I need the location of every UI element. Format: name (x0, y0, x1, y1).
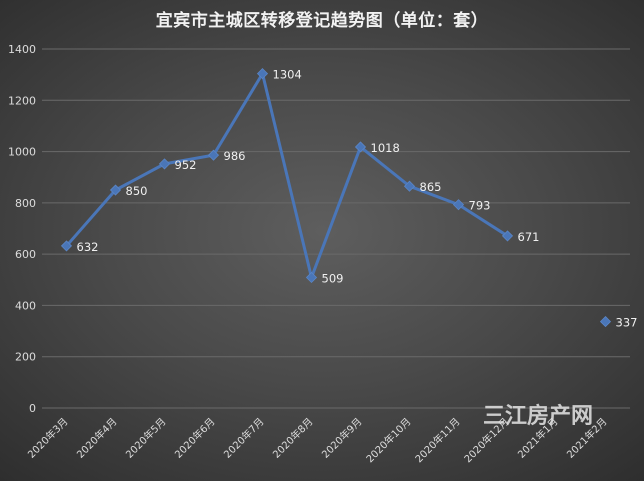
data-point-marker (599, 316, 612, 328)
series-line (65, 72, 509, 279)
y-tick-label: 600 (15, 248, 36, 261)
data-point-marker (207, 149, 220, 161)
watermark-logo: 三江房产网 (483, 404, 594, 429)
data-label: 1304 (273, 68, 302, 82)
y-tick-label: 1200 (8, 94, 36, 107)
y-tick-label: 1400 (8, 43, 36, 56)
y-tick-label: 800 (15, 197, 36, 210)
x-tick-label: 2020年4月 (74, 415, 120, 461)
data-label: 865 (420, 180, 442, 194)
y-tick-label: 400 (15, 299, 36, 312)
data-label: 632 (77, 240, 99, 254)
x-tick-label: 2020年10月 (363, 415, 413, 465)
x-tick-label: 2020年5月 (123, 415, 169, 461)
data-label: 986 (224, 149, 246, 163)
data-point-marker (452, 199, 465, 211)
x-tick-label: 2020年3月 (25, 415, 71, 461)
data-point-marker (109, 184, 122, 196)
data-point-marker (501, 230, 514, 242)
x-tick-label: 2020年9月 (319, 415, 365, 461)
chart-title: 宜宾市主城区转移登记趋势图（单位：套） (155, 11, 489, 31)
data-point-marker (305, 271, 318, 284)
x-tick-label: 2020年7月 (221, 415, 267, 461)
data-point-marker (354, 141, 367, 153)
data-label: 509 (322, 271, 344, 285)
x-tick-label: 2020年11月 (412, 415, 462, 465)
y-tick-label: 1000 (8, 146, 36, 159)
data-point-marker (60, 240, 73, 252)
data-label: 793 (469, 199, 491, 213)
data-label: 671 (518, 230, 540, 244)
y-tick-label: 0 (29, 402, 36, 415)
data-point-marker (403, 180, 416, 192)
data-label: 952 (175, 158, 197, 172)
data-point-marker (256, 68, 269, 80)
x-tick-label: 2020年6月 (172, 415, 218, 461)
x-tick-label: 2020年8月 (270, 415, 316, 461)
data-label: 337 (616, 316, 638, 330)
data-point-marker (158, 158, 171, 170)
data-label: 850 (126, 184, 148, 198)
data-label: 1018 (371, 141, 400, 155)
y-tick-label: 200 (15, 351, 36, 364)
